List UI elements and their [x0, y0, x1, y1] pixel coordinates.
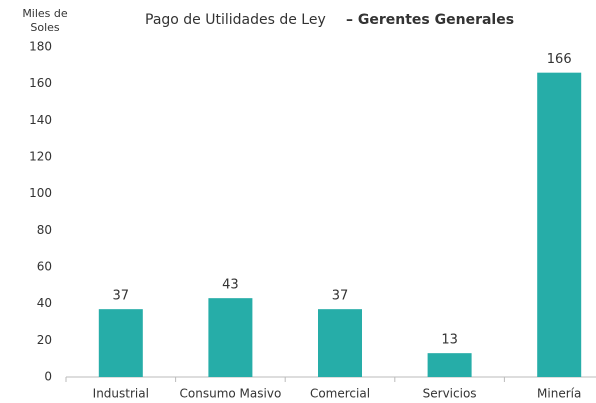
y-tick-label: 100 — [29, 186, 52, 200]
value-label: 37 — [113, 289, 130, 304]
x-tick-label: Consumo Masivo — [180, 387, 282, 401]
y-tick-label: 80 — [37, 223, 52, 237]
y-tick-label: 160 — [29, 76, 52, 90]
bar — [208, 298, 253, 377]
y-tick-label: 140 — [29, 113, 52, 127]
x-tick-label: Comercial — [310, 387, 370, 401]
bar — [537, 72, 582, 378]
value-label: 43 — [222, 278, 239, 293]
value-label: 166 — [547, 52, 572, 67]
y-axis-label: Soles — [30, 21, 60, 34]
x-tick-label: Industrial — [93, 387, 149, 401]
y-tick-label: 120 — [29, 150, 52, 164]
y-tick-label: 0 — [44, 370, 52, 384]
chart-subtitle: – Gerentes Generales — [346, 12, 514, 28]
y-tick-label: 40 — [37, 296, 52, 310]
value-label: 13 — [441, 333, 458, 348]
y-axis-label: Miles de — [22, 7, 68, 20]
x-tick-label: Minería — [537, 387, 581, 401]
bar — [427, 353, 472, 377]
y-tick-label: 60 — [37, 260, 52, 274]
y-tick-label: 180 — [29, 40, 52, 54]
bar — [318, 309, 362, 377]
bar — [98, 309, 143, 377]
chart-title: Pago de Utilidades de Ley — [145, 12, 326, 28]
value-label: 37 — [332, 289, 349, 304]
y-tick-label: 20 — [37, 333, 52, 347]
x-tick-label: Servicios — [423, 387, 477, 401]
